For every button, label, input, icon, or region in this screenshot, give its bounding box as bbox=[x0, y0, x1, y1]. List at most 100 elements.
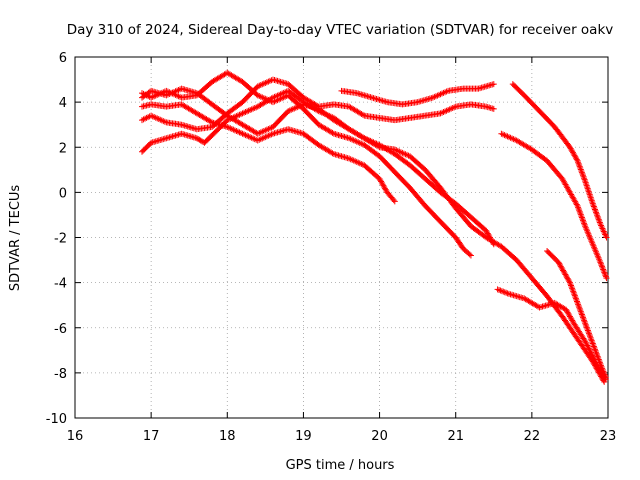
data-point bbox=[570, 289, 577, 296]
data-point bbox=[572, 295, 579, 302]
data-point bbox=[578, 311, 585, 318]
data-point bbox=[574, 157, 581, 164]
series-trace-9 bbox=[494, 286, 609, 383]
data-point bbox=[600, 267, 607, 274]
x-tick-label: 20 bbox=[371, 429, 388, 444]
data-point bbox=[589, 339, 596, 346]
data-point bbox=[592, 207, 599, 214]
data-point bbox=[391, 198, 398, 205]
data-point bbox=[579, 312, 586, 319]
axis-ticks: 16 17 18 19 20 21 22 23 -10 -8 -6 -4 -2 0 2 4 6 bbox=[46, 51, 617, 444]
data-point bbox=[602, 273, 609, 280]
data-point bbox=[569, 286, 576, 293]
data-point bbox=[268, 95, 275, 102]
data-point bbox=[577, 308, 584, 315]
data-point bbox=[501, 289, 508, 296]
data-point bbox=[575, 205, 582, 212]
data-point bbox=[584, 342, 591, 349]
data-point bbox=[575, 160, 582, 167]
y-tick-label: -8 bbox=[54, 367, 67, 382]
data-point bbox=[575, 301, 582, 308]
data-point bbox=[599, 263, 606, 270]
data-point bbox=[593, 350, 600, 357]
y-tick-label: 6 bbox=[59, 51, 67, 66]
series-trace-4 bbox=[139, 76, 497, 133]
data-point bbox=[595, 355, 602, 362]
data-point bbox=[593, 349, 600, 356]
data-point bbox=[587, 334, 594, 341]
data-point bbox=[576, 305, 583, 312]
data-point bbox=[601, 269, 608, 276]
data-point bbox=[587, 349, 594, 356]
data-point bbox=[576, 207, 583, 214]
data-point bbox=[595, 216, 602, 223]
data-point bbox=[583, 341, 590, 348]
data-point bbox=[578, 213, 585, 220]
data-point bbox=[329, 129, 336, 136]
data-point bbox=[490, 105, 497, 112]
data-point bbox=[579, 217, 586, 224]
data-point bbox=[578, 214, 585, 221]
y-tick-label: 2 bbox=[59, 141, 67, 156]
series-trace-7 bbox=[509, 81, 610, 241]
data-point bbox=[591, 344, 598, 351]
data-point bbox=[497, 287, 504, 294]
data-point bbox=[594, 353, 601, 360]
series-trace-10 bbox=[544, 248, 609, 381]
data-point bbox=[594, 212, 601, 219]
data-point bbox=[582, 320, 589, 327]
data-point bbox=[496, 286, 503, 293]
y-tick-label: -4 bbox=[54, 277, 67, 292]
data-point bbox=[586, 331, 593, 338]
y-axis-label: SDTVAR / TECUs bbox=[8, 185, 23, 292]
y-tick-label: 4 bbox=[59, 96, 67, 111]
data-point bbox=[578, 169, 585, 176]
data-point bbox=[583, 324, 590, 331]
data-point bbox=[577, 165, 584, 172]
data-point bbox=[498, 288, 505, 295]
x-tick-label: 16 bbox=[67, 429, 84, 444]
data-point bbox=[329, 150, 336, 157]
data-point bbox=[500, 288, 507, 295]
x-tick-label: 23 bbox=[600, 429, 617, 444]
data-point bbox=[597, 260, 604, 267]
data-point bbox=[577, 307, 584, 314]
data-point bbox=[584, 327, 591, 334]
data-point bbox=[595, 356, 602, 363]
data-point bbox=[602, 374, 609, 381]
series-layer bbox=[139, 69, 610, 385]
data-point bbox=[576, 162, 583, 169]
data-point bbox=[586, 346, 593, 353]
data-point bbox=[602, 272, 609, 279]
data-point bbox=[589, 340, 596, 347]
data-point bbox=[585, 328, 592, 335]
y-tick-label: 0 bbox=[59, 186, 67, 201]
data-point bbox=[390, 197, 397, 204]
data-point bbox=[588, 336, 595, 343]
data-point bbox=[585, 330, 592, 337]
data-point bbox=[571, 291, 578, 298]
data-point bbox=[566, 278, 573, 285]
data-point bbox=[591, 206, 598, 213]
data-point bbox=[569, 285, 576, 292]
data-point bbox=[375, 143, 382, 150]
data-point bbox=[573, 298, 580, 305]
data-point bbox=[582, 321, 589, 328]
data-point bbox=[574, 202, 581, 209]
data-point bbox=[575, 302, 582, 309]
data-point bbox=[588, 337, 595, 344]
x-tick-label: 21 bbox=[447, 429, 464, 444]
x-tick-label: 18 bbox=[219, 429, 236, 444]
data-point bbox=[585, 345, 592, 352]
data-point bbox=[573, 201, 580, 208]
data-point bbox=[601, 270, 608, 277]
x-axis-label: GPS time / hours bbox=[286, 458, 395, 473]
data-point bbox=[583, 323, 590, 330]
data-point bbox=[590, 341, 597, 348]
data-point bbox=[592, 347, 599, 354]
data-point bbox=[594, 213, 601, 220]
data-point bbox=[466, 251, 473, 258]
data-point bbox=[575, 159, 582, 166]
data-point bbox=[594, 352, 601, 359]
data-point bbox=[591, 346, 598, 353]
